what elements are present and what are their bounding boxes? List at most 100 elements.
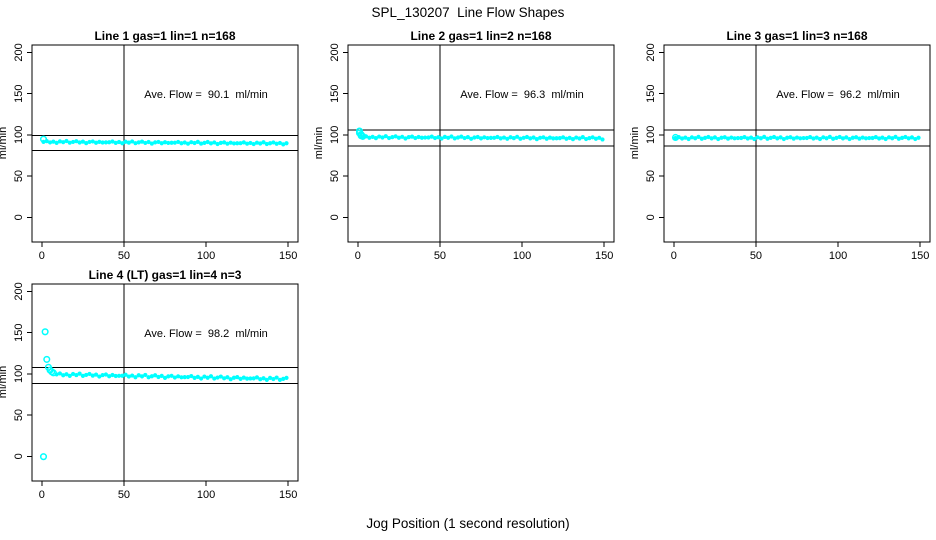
x-tick-label: 100 [513,250,531,262]
data-point [840,136,846,141]
x-tick-label: 50 [434,250,446,262]
data-point [383,134,388,139]
data-point [850,135,855,140]
data-point [235,141,240,146]
data-point [505,136,510,141]
outlier-point [41,328,49,336]
data-point [80,373,86,379]
panel-title: Line 4 (LT) gas=1 lin=4 n=3 [89,268,242,282]
data-point [189,373,194,379]
data-point [126,140,131,145]
data-point [419,135,424,140]
data-point [702,135,708,140]
data-point [593,136,599,141]
data-point [709,136,714,141]
data-point [396,135,402,140]
data-point [146,375,151,380]
data-point [442,134,447,140]
data-point [890,136,895,141]
x-tick-label: 50 [118,250,130,262]
panel-line-1-plot: Line 1 gas=1 lin=1 n=168 Ave. Flow = 90.… [0,29,299,262]
data-point [880,135,885,140]
data-point [903,134,908,140]
data-point [281,142,286,147]
data-point [274,375,279,380]
data-point [205,139,210,145]
data-point [271,376,276,382]
data-point [228,377,233,382]
panel-title: Line 1 gas=1 lin=1 n=168 [94,29,235,43]
data-point [857,136,862,141]
data-point [495,134,500,140]
data-point [64,372,69,377]
data-point [77,371,82,376]
data-point [867,135,872,141]
data-point [429,134,434,139]
data-point [834,135,839,140]
data-point [524,134,530,140]
data-point [281,376,286,381]
data-point [725,136,731,141]
data-point [380,135,385,140]
data-point [74,372,79,378]
data-point [837,134,842,140]
y-tick-label: 200 [329,43,341,61]
data-point [821,135,826,140]
data-point [768,135,773,140]
data-point [139,374,145,379]
data-point [159,141,164,146]
data-point [251,376,256,381]
data-point [202,140,207,145]
panel-line-2-plot: Line 2 gas=1 lin=2 n=168 Ave. Flow = 96.… [313,29,615,262]
plot-area: 0 50 100 150 0 50 100 150 200 [13,282,299,501]
data-point [814,135,819,140]
data-point [492,135,497,140]
data-point [218,140,223,145]
data-point [722,135,727,140]
data-point [798,136,803,141]
data-point [508,135,513,140]
data-point [258,377,263,382]
data-point [241,140,246,145]
y-tick-label: 50 [13,170,25,182]
data-point [847,136,852,142]
data-point [551,136,556,141]
data-point [403,136,408,141]
x-tick-label: 100 [829,250,847,262]
data-point [166,140,171,146]
y-tick-label: 50 [13,409,25,421]
data-point [116,373,122,378]
data-point [159,373,164,379]
x-tick-label: 150 [911,250,929,262]
data-point [277,377,283,382]
data-point [597,135,602,140]
x-tick-label: 100 [197,250,215,262]
y-tick-label: 200 [645,43,657,61]
outlier-point [39,453,48,461]
data-point [107,374,112,379]
data-point [686,136,691,142]
y-tick-label: 0 [329,214,341,220]
y-tick-label: 0 [13,214,25,220]
data-point [139,139,145,144]
data-point [827,134,832,140]
data-point [485,135,490,141]
data-point [195,374,200,379]
data-point [824,136,829,141]
x-tick-label: 100 [197,489,215,501]
y-tick-label: 100 [329,126,341,144]
data-point [176,374,181,379]
data-point [251,141,256,147]
data-point [896,136,901,141]
y-tick-label: 150 [329,84,341,102]
data-point [416,134,421,140]
data-point [166,374,171,379]
x-tick-label: 150 [279,489,297,501]
x-tick-label: 150 [595,250,613,262]
y-tick-label: 150 [645,84,657,102]
data-point [446,135,451,140]
data-point [212,140,217,145]
data-point [567,135,572,140]
data-point [212,376,217,381]
